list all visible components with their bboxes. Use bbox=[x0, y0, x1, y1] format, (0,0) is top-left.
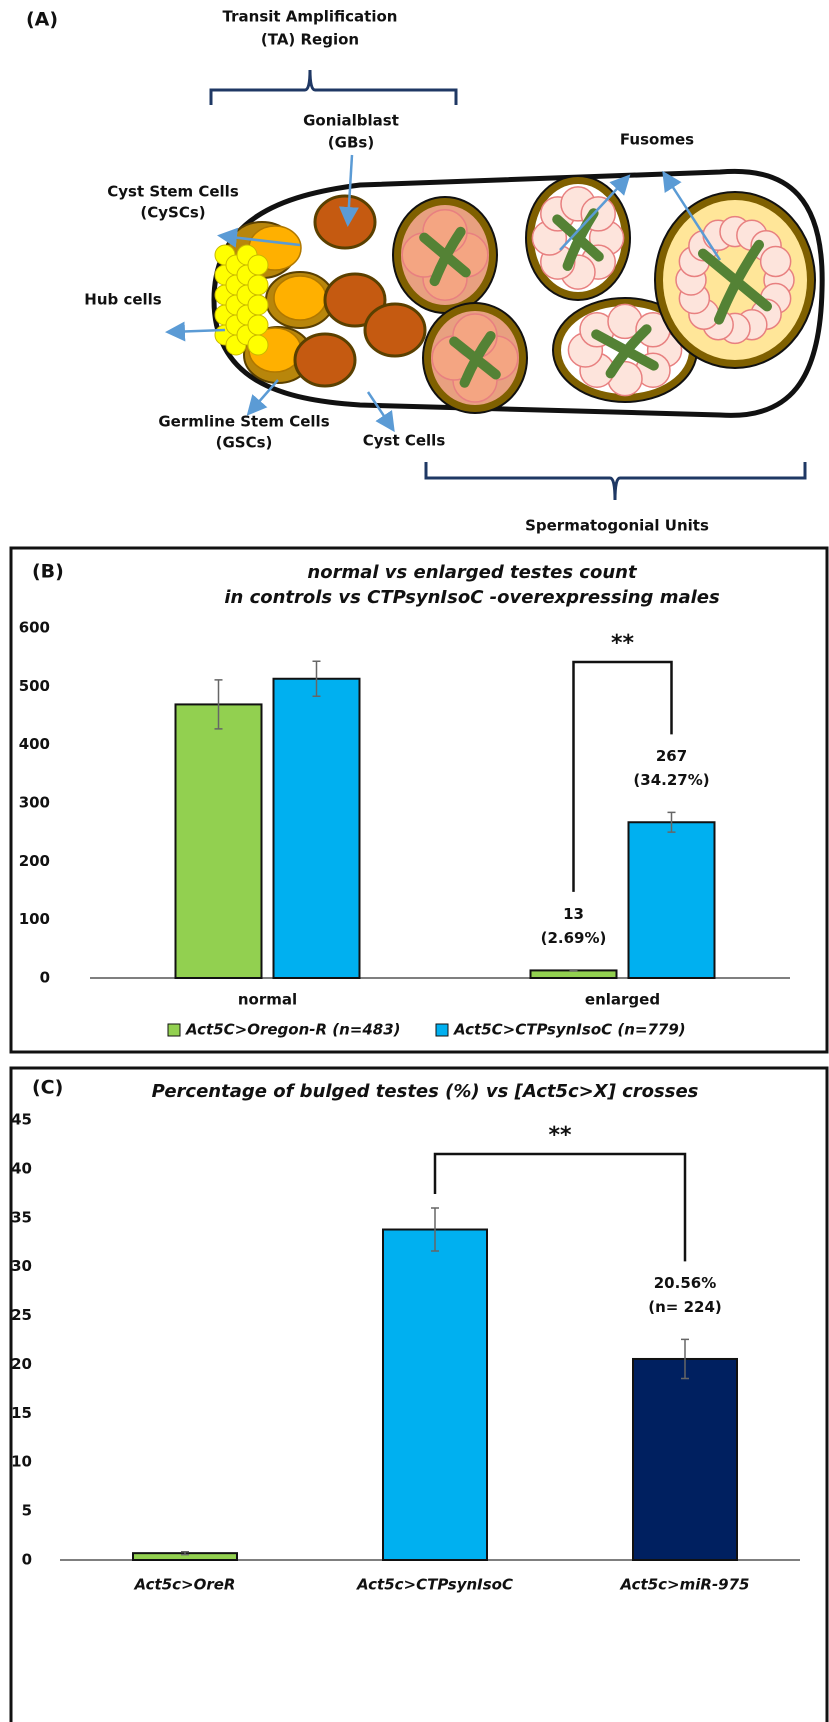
x-tick-label: Act5c>miR-975 bbox=[620, 1576, 750, 1594]
gonialblast bbox=[365, 304, 425, 356]
significance: ** bbox=[548, 1123, 572, 1148]
diagram-label: (GBs) bbox=[328, 134, 374, 152]
panel-label: (C) bbox=[32, 1077, 63, 1099]
diagram-label: Spermatogonial Units bbox=[525, 517, 709, 535]
diagram-label: Gonialblast bbox=[303, 112, 399, 130]
gsc bbox=[274, 276, 326, 320]
diagram-label: Hub cells bbox=[84, 291, 162, 309]
value-label: 13 (2.69%) bbox=[504, 902, 644, 950]
legend-swatch bbox=[168, 1024, 180, 1036]
y-tick-label: 20 bbox=[11, 1355, 32, 1373]
diagram-label: Germline Stem Cells bbox=[158, 413, 329, 431]
diagram-label: (CySCs) bbox=[140, 204, 205, 222]
hub-cell bbox=[248, 255, 268, 275]
panel-label: (B) bbox=[32, 561, 64, 583]
hub-cell bbox=[248, 335, 268, 355]
hub-cell bbox=[248, 295, 268, 315]
y-tick-label: 45 bbox=[11, 1111, 32, 1129]
testis-diagram bbox=[214, 171, 822, 415]
x-tick-label: Act5c>OreR bbox=[134, 1576, 236, 1594]
bar bbox=[633, 1359, 737, 1560]
value-label: 267 (34.27%) bbox=[602, 744, 742, 792]
y-tick-label: 30 bbox=[11, 1257, 32, 1275]
significance: ** bbox=[611, 631, 635, 656]
chart-title: Percentage of bulged testes (%) vs [Act5… bbox=[152, 1081, 699, 1102]
y-tick-label: 25 bbox=[11, 1306, 32, 1324]
bar bbox=[383, 1230, 487, 1560]
x-tick-label: enlarged bbox=[585, 991, 660, 1009]
gonialblast bbox=[295, 334, 355, 386]
hub-cell bbox=[248, 315, 268, 335]
y-tick-label: 35 bbox=[11, 1208, 32, 1226]
x-tick-label: normal bbox=[238, 991, 297, 1009]
x-tick-label: Act5c>CTPsynIsoC bbox=[356, 1576, 513, 1594]
y-tick-label: 600 bbox=[19, 619, 50, 637]
y-tick-label: 5 bbox=[22, 1502, 32, 1520]
y-tick-label: 300 bbox=[19, 794, 50, 812]
y-tick-label: 0 bbox=[40, 969, 50, 987]
gonialblast bbox=[315, 196, 375, 248]
diagram-label: Cyst Cells bbox=[363, 432, 446, 450]
diagram-label: Transit Amplification bbox=[223, 8, 398, 26]
figure-canvas: (A) Transit Amplification (TA) Region Go… bbox=[0, 0, 829, 1722]
germ-cell bbox=[761, 246, 791, 276]
bracket bbox=[211, 70, 456, 105]
y-tick-label: 400 bbox=[19, 735, 50, 753]
chart-title: in controls vs CTPsynIsoC -overexpressin… bbox=[224, 587, 720, 608]
panel-label: (A) bbox=[26, 9, 58, 31]
chart-title: normal vs enlarged testes count bbox=[307, 562, 638, 583]
diagram-label: Cyst Stem Cells bbox=[107, 183, 239, 201]
bar bbox=[629, 822, 715, 978]
diagram-label: (TA) Region bbox=[261, 31, 359, 49]
bar bbox=[176, 704, 262, 978]
error-bar bbox=[570, 970, 578, 971]
legend-label: Act5C>CTPsynIsoC (n=779) bbox=[453, 1021, 686, 1039]
value-label: 20.56% (n= 224) bbox=[615, 1271, 755, 1319]
bracket bbox=[426, 462, 805, 500]
hub-cell bbox=[248, 275, 268, 295]
legend-swatch bbox=[436, 1024, 448, 1036]
y-tick-label: 10 bbox=[11, 1453, 32, 1471]
y-tick-label: 500 bbox=[19, 677, 50, 695]
diagram-label: (GSCs) bbox=[216, 434, 273, 452]
y-tick-label: 15 bbox=[11, 1404, 32, 1422]
y-tick-label: 100 bbox=[19, 910, 50, 928]
diagram-label: Fusomes bbox=[620, 131, 694, 149]
y-tick-label: 40 bbox=[11, 1159, 32, 1177]
legend-label: Act5C>Oregon-R (n=483) bbox=[185, 1021, 401, 1039]
figure: (A) Transit Amplification (TA) Region Go… bbox=[0, 0, 829, 1722]
bar bbox=[274, 679, 360, 978]
y-tick-label: 200 bbox=[19, 852, 50, 870]
y-tick-label: 0 bbox=[22, 1551, 32, 1569]
